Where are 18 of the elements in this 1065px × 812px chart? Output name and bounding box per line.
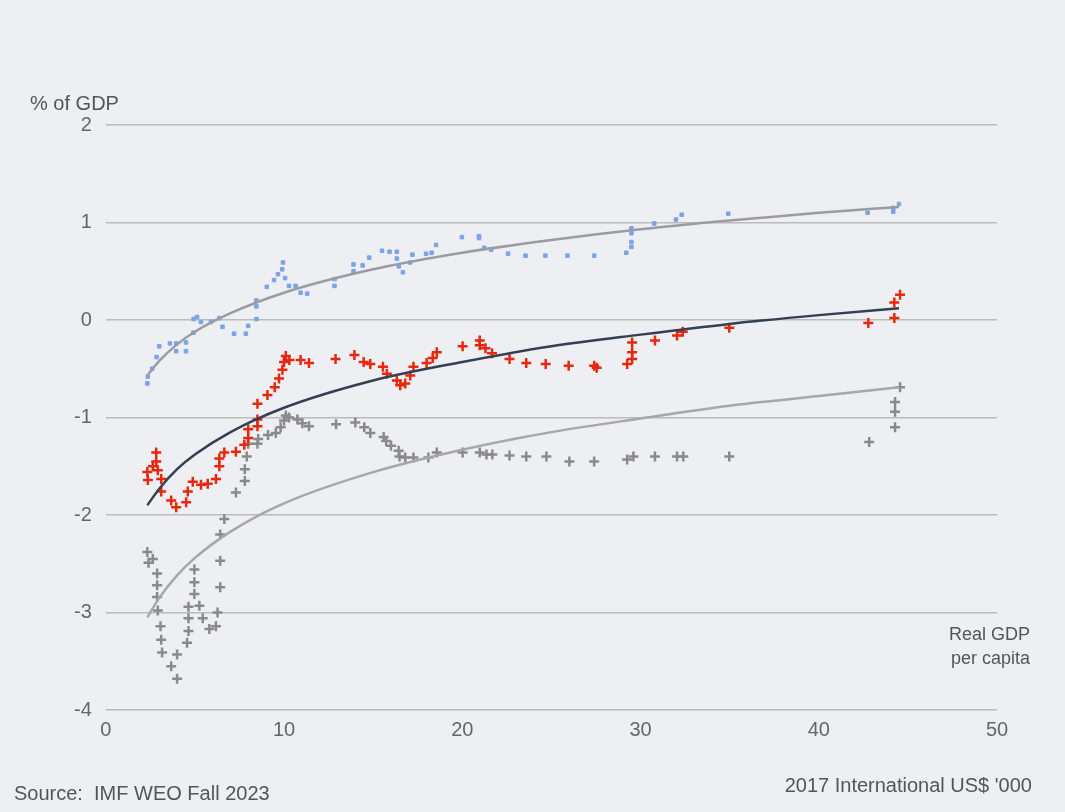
x-tick-label: 30	[629, 717, 652, 740]
annotation: Real GDP per capita	[948, 624, 1031, 668]
x-axis-title: 2017 International US$ '000	[784, 774, 1032, 796]
line-series	[146, 386, 901, 619]
y-tick-label: 1	[80, 210, 92, 233]
y-tick-label: -1	[73, 405, 92, 428]
y-tick-label: -3	[73, 600, 92, 623]
x-tick-label: 10	[272, 717, 296, 740]
x-tick-label: 50	[985, 717, 1009, 740]
y-tick-label: -2	[73, 502, 92, 525]
x-tick-label: 20	[451, 717, 474, 740]
x-tick-label: 0	[100, 717, 112, 740]
source-note: Source: IMF WEO Fall 2023	[14, 782, 270, 804]
y-tick-label: 0	[80, 307, 92, 330]
y-tick-label: -4	[73, 697, 92, 720]
x-tick-label: 40	[807, 717, 830, 740]
y-axis-title: % of GDP	[30, 92, 119, 114]
y-tick-label: 2	[80, 112, 92, 135]
